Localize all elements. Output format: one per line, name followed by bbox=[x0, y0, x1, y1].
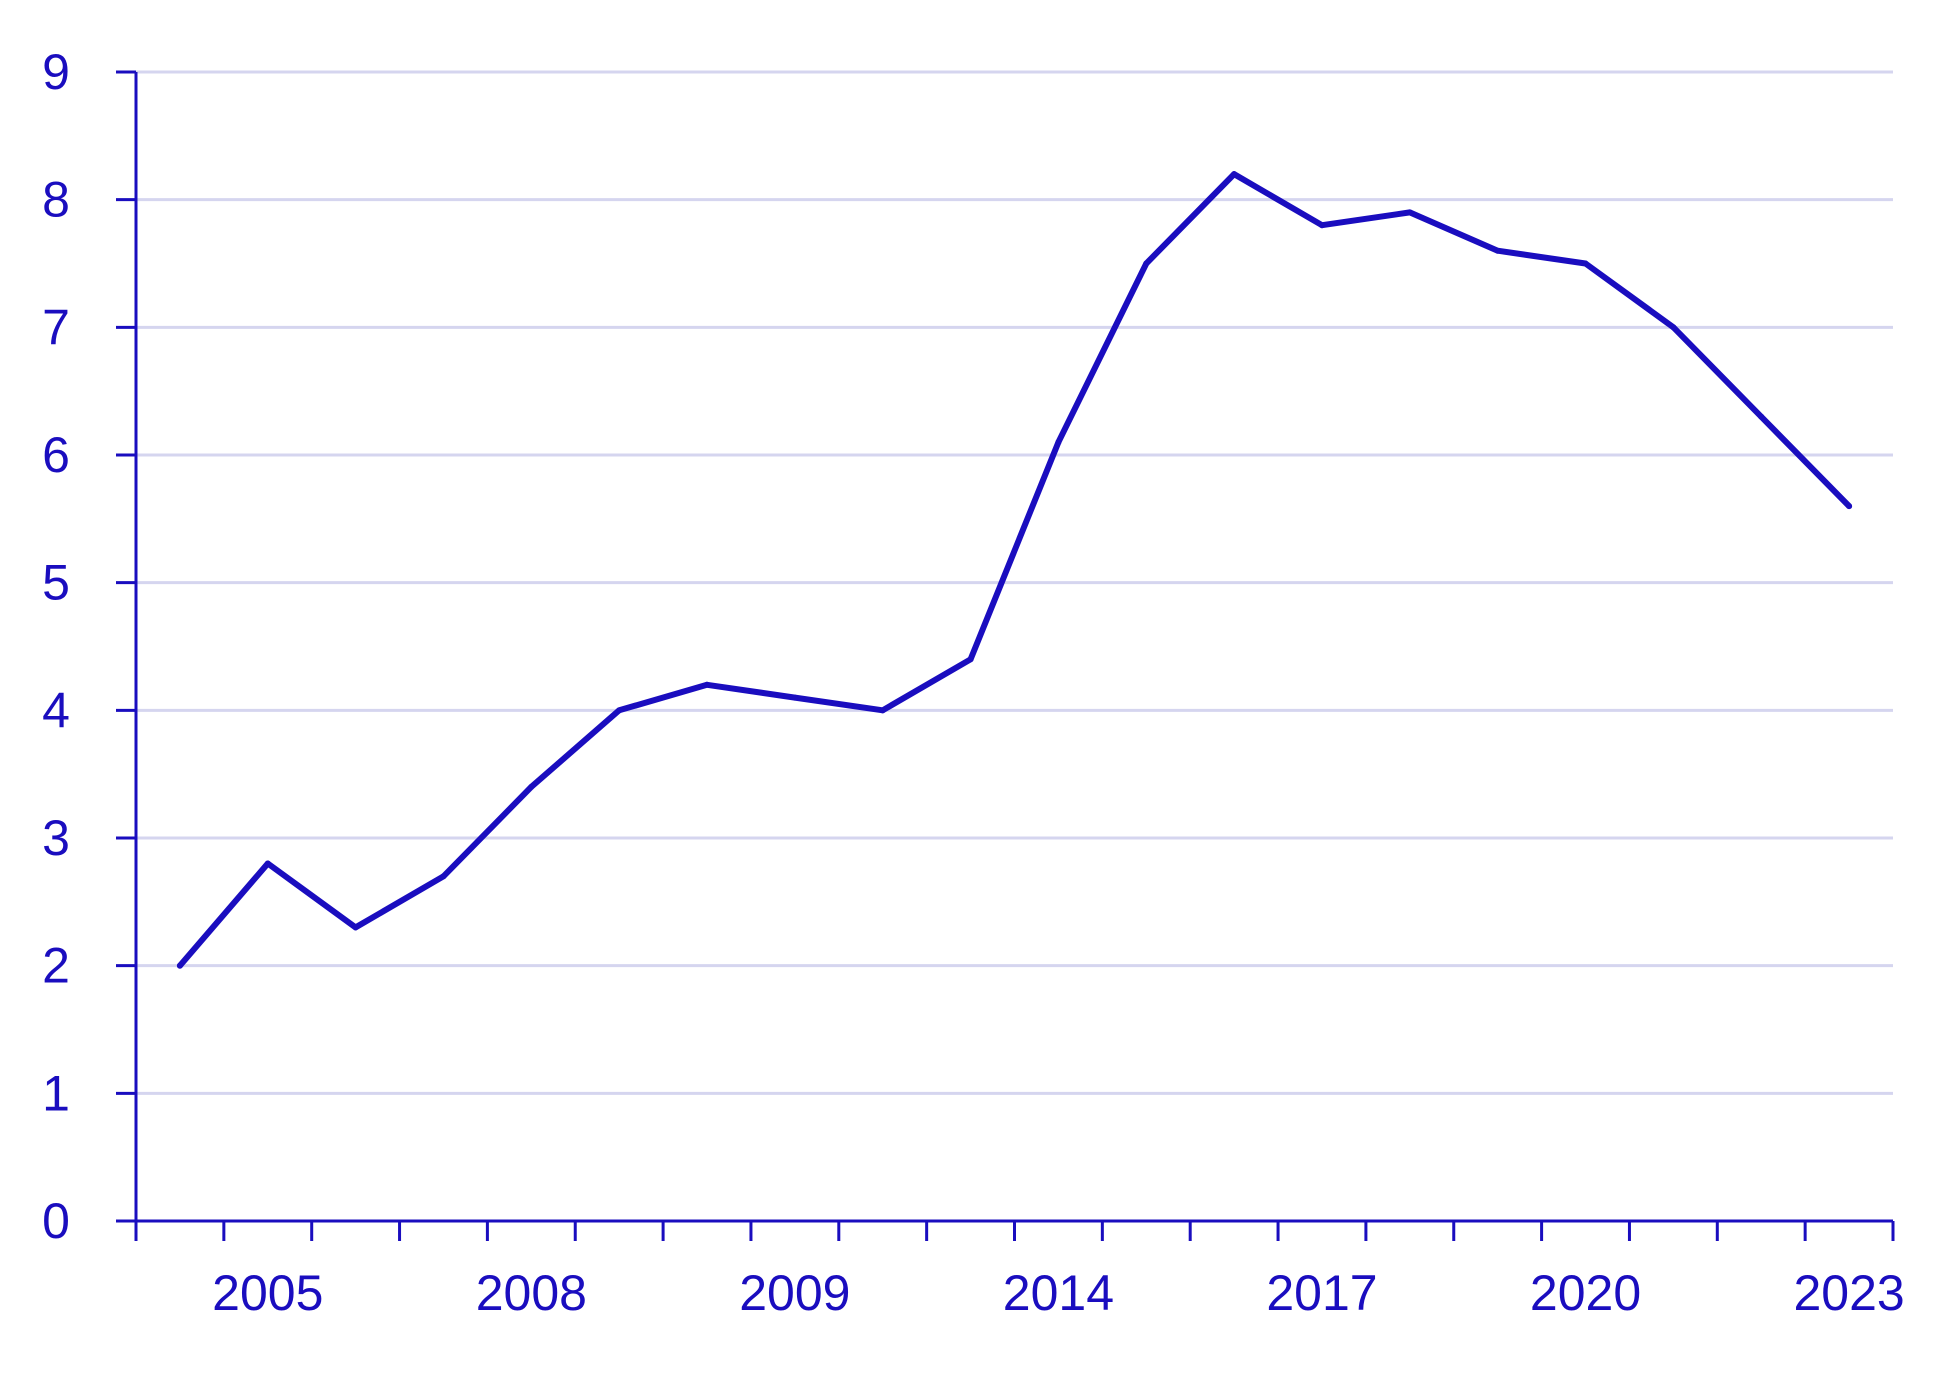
y-tick-label: 3 bbox=[42, 810, 70, 866]
data-point bbox=[879, 707, 886, 714]
x-tick-label: 2020 bbox=[1530, 1265, 1641, 1321]
data-point bbox=[1846, 503, 1853, 510]
data-point bbox=[528, 783, 535, 790]
x-tick-label: 2017 bbox=[1266, 1265, 1377, 1321]
y-tick-label: 7 bbox=[42, 299, 70, 355]
x-tick-label: 2009 bbox=[739, 1265, 850, 1321]
y-tick-label: 0 bbox=[42, 1193, 70, 1249]
x-tick-label: 2005 bbox=[212, 1265, 323, 1321]
data-point bbox=[1406, 209, 1413, 216]
x-tick-label: 2014 bbox=[1003, 1265, 1114, 1321]
series-line bbox=[176, 171, 1853, 969]
y-tick-label: 2 bbox=[42, 938, 70, 994]
x-axis-ticks: 2005 2008 2009 2014 2017 2020 2023 bbox=[134, 1221, 1905, 1321]
y-tick-label: 8 bbox=[42, 172, 70, 228]
data-point bbox=[1231, 171, 1238, 178]
gridlines bbox=[136, 70, 1893, 1095]
data-point bbox=[1055, 439, 1062, 446]
data-point bbox=[704, 681, 711, 688]
data-point bbox=[264, 860, 271, 867]
y-tick-label: 9 bbox=[42, 44, 70, 100]
data-point bbox=[1494, 247, 1501, 254]
data-point bbox=[440, 873, 447, 880]
y-tick-label: 6 bbox=[42, 427, 70, 483]
data-point bbox=[1318, 222, 1325, 229]
series-area bbox=[176, 171, 1853, 969]
data-point bbox=[1582, 260, 1589, 267]
data-point bbox=[352, 924, 359, 931]
data-point bbox=[967, 656, 974, 663]
y-tick-label: 5 bbox=[42, 555, 70, 611]
y-axis-ticks: 0 1 2 3 4 5 6 7 8 9 bbox=[42, 44, 136, 1249]
x-tick-label: 2023 bbox=[1793, 1265, 1904, 1321]
data-point bbox=[1143, 260, 1150, 267]
axes bbox=[134, 72, 1893, 1223]
y-tick-label: 1 bbox=[42, 1065, 70, 1121]
y-tick-label: 4 bbox=[42, 682, 70, 738]
data-point bbox=[1758, 413, 1765, 420]
x-tick-label: 2008 bbox=[476, 1265, 587, 1321]
data-point bbox=[176, 962, 183, 969]
data-point bbox=[1670, 324, 1677, 331]
data-point bbox=[791, 694, 798, 701]
data-point bbox=[616, 707, 623, 714]
